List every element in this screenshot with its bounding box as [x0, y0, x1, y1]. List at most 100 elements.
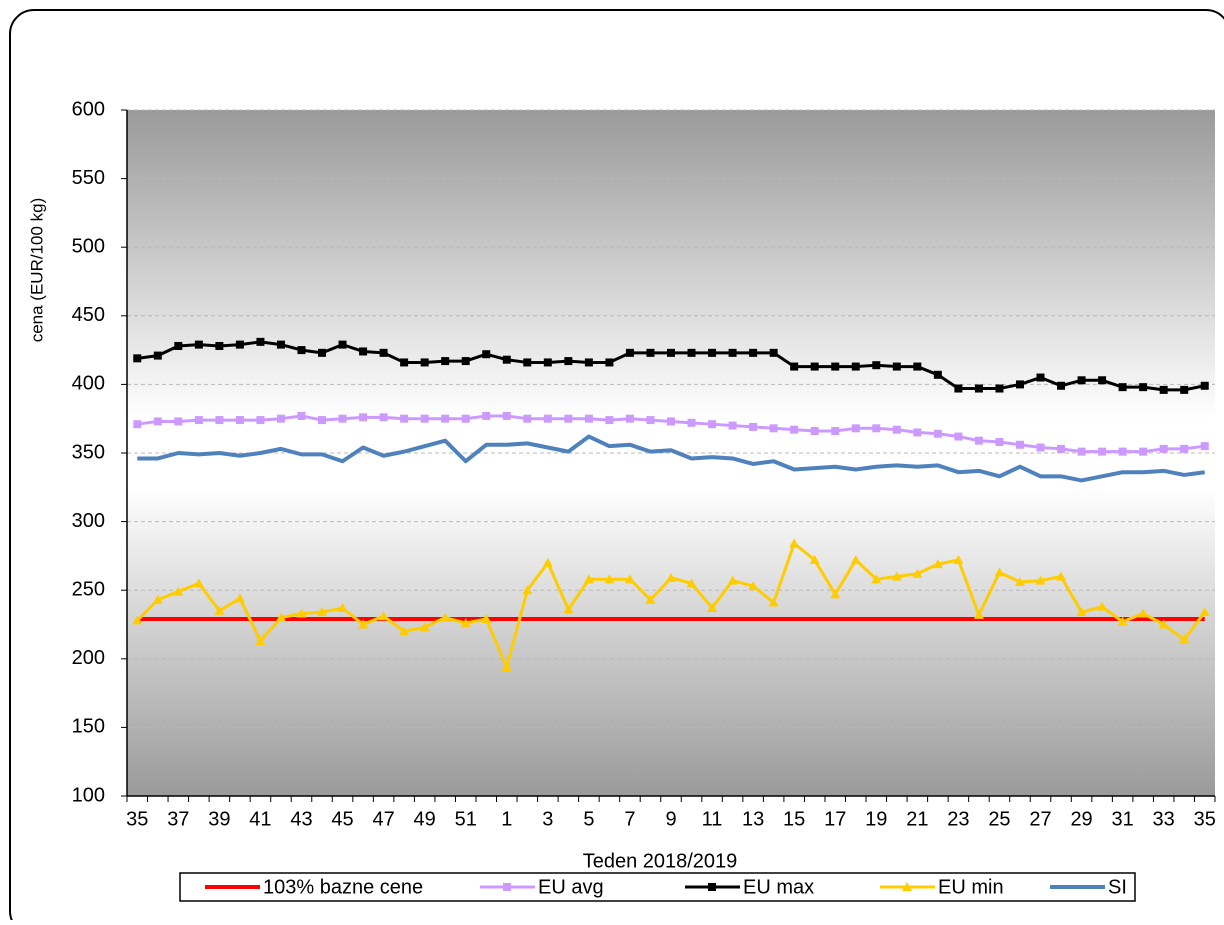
x-tick-label: 39	[208, 808, 230, 830]
data-point	[831, 362, 840, 371]
data-point	[913, 362, 922, 371]
legend	[179, 872, 1136, 902]
data-point	[810, 362, 819, 371]
x-tick-label: 23	[947, 808, 969, 830]
data-point	[933, 370, 942, 379]
data-point	[624, 574, 635, 584]
data-point	[133, 354, 142, 363]
data-point	[687, 418, 696, 427]
data-point	[1117, 616, 1128, 626]
x-tick-label: 9	[665, 808, 676, 830]
data-point	[564, 414, 573, 423]
data-point	[872, 361, 881, 370]
series-line	[137, 434, 1206, 483]
x-tick-label: 17	[824, 808, 846, 830]
data-point	[913, 428, 922, 437]
data-point	[399, 626, 410, 636]
data-point	[194, 416, 203, 425]
data-point	[378, 611, 389, 621]
data-point	[789, 538, 800, 548]
data-point	[214, 605, 225, 615]
data-point	[605, 358, 614, 367]
data-point	[645, 594, 656, 604]
data-point	[1180, 385, 1189, 394]
x-tick-label: 29	[1070, 808, 1092, 830]
x-tick-label: 13	[742, 808, 764, 830]
data-point	[995, 438, 1004, 447]
data-point	[1159, 385, 1168, 394]
data-point	[708, 348, 717, 357]
data-point	[809, 555, 820, 565]
y-tick-label: 500	[72, 235, 105, 257]
x-tick-label: 15	[783, 808, 805, 830]
data-point	[174, 341, 183, 350]
data-point	[235, 340, 244, 349]
data-point	[1056, 571, 1067, 581]
x-tick-label: 1	[501, 808, 512, 830]
data-point	[563, 604, 574, 614]
data-point	[215, 416, 224, 425]
data-point	[1035, 575, 1046, 585]
data-point	[954, 432, 963, 441]
data-point	[276, 414, 285, 423]
x-tick-label: 51	[455, 808, 477, 830]
data-point	[275, 612, 286, 622]
data-point	[974, 384, 983, 393]
data-point	[318, 416, 327, 425]
data-point	[1015, 380, 1024, 389]
data-point	[1014, 576, 1025, 586]
data-point	[193, 578, 204, 588]
data-point	[912, 568, 923, 578]
data-point	[933, 429, 942, 438]
data-point	[973, 609, 984, 619]
data-point	[1179, 634, 1190, 644]
data-point	[749, 422, 758, 431]
data-point	[173, 586, 184, 596]
data-point	[646, 416, 655, 425]
data-point	[769, 348, 778, 357]
data-point	[441, 414, 450, 423]
data-point	[790, 362, 799, 371]
y-tick-label: 450	[72, 304, 105, 326]
data-point	[400, 414, 409, 423]
data-point	[1118, 447, 1127, 456]
data-point	[461, 414, 470, 423]
x-tick-label: 7	[624, 808, 635, 830]
x-tick-label: 11	[702, 808, 723, 830]
data-point	[420, 414, 429, 423]
data-point	[318, 348, 327, 357]
data-point	[892, 425, 901, 434]
data-point	[872, 424, 881, 433]
data-point	[460, 618, 471, 628]
data-point	[1097, 601, 1108, 611]
data-point	[379, 413, 388, 422]
data-point	[461, 357, 470, 366]
data-point	[132, 615, 143, 625]
data-point	[584, 358, 593, 367]
y-tick-label: 600	[72, 98, 105, 120]
data-point	[851, 362, 860, 371]
data-point	[687, 348, 696, 357]
data-point	[892, 362, 901, 371]
x-tick-label: 47	[372, 808, 394, 830]
x-tick-label: 37	[167, 808, 189, 830]
legend-label: EU max	[743, 876, 814, 898]
data-point	[1015, 440, 1024, 449]
data-point	[1077, 447, 1086, 456]
x-tick-label: 31	[1111, 808, 1133, 830]
data-point	[667, 417, 675, 426]
data-point	[667, 348, 675, 357]
data-point	[194, 340, 203, 349]
data-point	[1057, 381, 1066, 390]
data-point	[420, 358, 429, 367]
data-point	[338, 414, 347, 423]
y-tick-label: 200	[72, 647, 105, 669]
data-point	[152, 594, 163, 604]
data-point	[297, 411, 306, 420]
data-point	[441, 357, 450, 366]
data-point	[646, 348, 655, 357]
data-point	[891, 571, 902, 581]
data-point	[502, 411, 511, 420]
data-point	[625, 348, 634, 357]
